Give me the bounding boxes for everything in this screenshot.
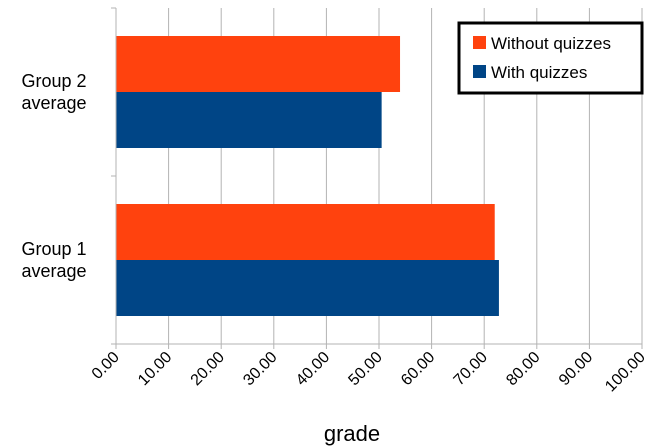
bar-with-quizzes <box>116 260 499 316</box>
legend-swatch <box>473 36 486 49</box>
category-label: Group 2 <box>21 71 86 91</box>
axes <box>111 7 643 349</box>
x-tick-label: 0.00 <box>89 349 123 383</box>
category-label: Group 1 <box>21 239 86 259</box>
x-axis-title: grade <box>324 421 380 446</box>
x-tick-label: 100.00 <box>602 349 647 396</box>
legend-label: With quizzes <box>491 63 587 82</box>
x-tick-label: 90.00 <box>556 349 596 389</box>
legend-swatch <box>473 65 486 78</box>
category-label: average <box>21 261 86 281</box>
x-tick-label: 20.00 <box>188 349 228 389</box>
x-tick-label: 10.00 <box>135 349 175 389</box>
x-tick-labels: 0.00 10.00 20.00 30.00 40.00 50.00 60.00 70.00 8… <box>89 349 647 396</box>
bar-with-quizzes <box>116 92 382 148</box>
x-tick-label: 50.00 <box>345 349 385 389</box>
x-tick-label: 30.00 <box>240 349 280 389</box>
bars <box>116 36 499 316</box>
x-tick-label: 40.00 <box>293 349 333 389</box>
bar-without-quizzes <box>116 36 401 92</box>
x-tick-label: 80.00 <box>503 349 543 389</box>
legend-label: Without quizzes <box>491 34 611 53</box>
x-tick-label: 60.00 <box>398 349 438 389</box>
bar-without-quizzes <box>116 204 495 260</box>
legend: Without quizzes With quizzes <box>457 21 644 95</box>
legend-box <box>457 21 644 95</box>
x-tick-label: 70.00 <box>451 349 491 389</box>
category-label: average <box>21 93 86 113</box>
